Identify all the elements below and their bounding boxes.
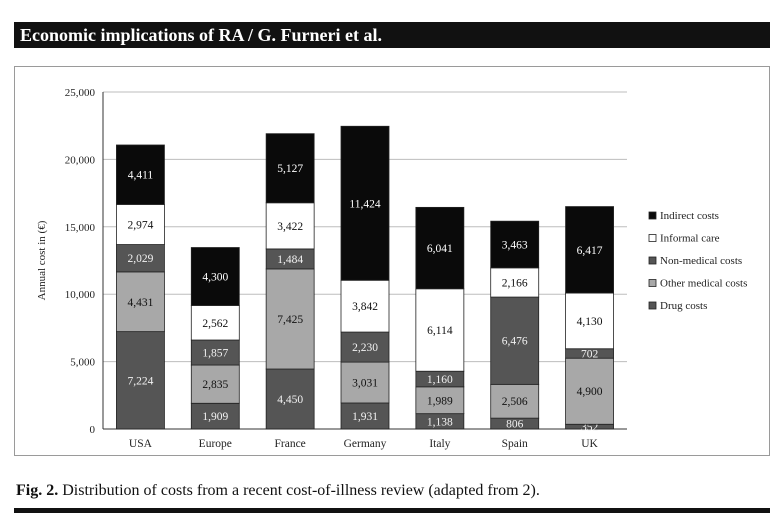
data-label: 3,463 (502, 240, 528, 252)
data-label: 1,484 (277, 254, 303, 266)
bar-segment-indirect (415, 206, 465, 290)
page-title: Economic implications of RA / G. Furneri… (20, 25, 382, 45)
data-label: 3,031 (352, 378, 378, 390)
y-tick-label: 15,000 (65, 222, 96, 234)
bar-segment-other_medical (190, 364, 240, 404)
bar-segment-informal (116, 204, 165, 245)
bar-segment-indirect (340, 125, 390, 281)
stacked-bar-chart: 0 5,000 10,000 15,000 20,000 25,000 Annual cos… (36, 87, 747, 450)
data-label: 2,029 (127, 253, 153, 265)
bar-segment-informal (415, 288, 465, 372)
header-bar: Economic implications of RA / G. Furneri… (14, 22, 770, 48)
data-label: 4,431 (127, 297, 153, 309)
caption-text: Distribution of costs from a recent cost… (58, 482, 540, 499)
data-label: 1,989 (427, 395, 453, 407)
data-label: 806 (506, 419, 524, 431)
data-label: 7,425 (277, 314, 303, 326)
y-axis-label: Annual cost in (€) (36, 220, 48, 300)
legend-swatch-other_medical (648, 279, 657, 287)
x-tick-label: Italy (429, 438, 450, 450)
bar-segment-non_medical (340, 331, 390, 363)
data-label: 1,909 (202, 411, 228, 423)
bar-segment-other_medical (490, 383, 540, 419)
legend-label: Non-medical costs (660, 255, 742, 267)
bar-segment-other_medical (565, 357, 614, 425)
x-tick-label: UK (581, 438, 598, 450)
bar-segment-informal (490, 267, 540, 298)
data-label: 4,900 (577, 386, 603, 398)
legend-swatch-informal (648, 234, 657, 242)
data-label: 6,476 (502, 336, 528, 348)
data-label: 1,138 (427, 416, 453, 428)
x-tick-label: France (274, 438, 305, 450)
y-tick-label: 20,000 (65, 154, 96, 166)
data-label: 2,835 (202, 379, 228, 391)
bar-segment-informal (190, 305, 240, 341)
bar-segment-non_medical (490, 296, 540, 385)
bottom-rule (14, 508, 770, 513)
y-tick-label: 10,000 (65, 289, 96, 301)
y-tick-label: 25,000 (65, 87, 96, 99)
data-label: 4,300 (202, 272, 228, 284)
bar-segment-non_medical (190, 339, 240, 366)
data-label: 3,422 (277, 221, 303, 233)
data-label: 4,130 (577, 316, 603, 328)
bar-segment-other_medical (415, 386, 465, 415)
legend-label: Informal care (660, 233, 720, 245)
data-label: 4,411 (128, 170, 154, 182)
legend-swatch-non_medical (648, 256, 657, 265)
data-label: 2,974 (127, 219, 153, 231)
bar-segment-informal (265, 202, 315, 250)
legend-label: Other medical costs (660, 278, 747, 290)
legend-swatch-drug (648, 301, 657, 310)
data-label: 11,424 (349, 198, 380, 210)
y-tick-label: 0 (90, 424, 96, 436)
bar-segment-indirect (565, 206, 614, 294)
bar-segment-indirect (265, 133, 315, 204)
data-label: 4,450 (277, 394, 303, 406)
data-label: 2,562 (202, 318, 228, 330)
data-label: 1,931 (352, 411, 378, 423)
bar-segment-other_medical (265, 268, 315, 370)
bar-segment-non_medical (116, 244, 165, 273)
bar-segment-other_medical (340, 361, 390, 404)
data-label: 2,230 (352, 342, 378, 354)
bar-segment-indirect (116, 144, 165, 205)
data-label: 6,114 (427, 325, 453, 337)
bar-segment-drug (190, 402, 240, 430)
data-label: 1,857 (202, 348, 228, 360)
data-label: 7,224 (127, 375, 153, 387)
data-label: 5,127 (277, 163, 303, 175)
x-tick-label: Spain (502, 438, 528, 450)
x-tick-label: Germany (344, 438, 387, 450)
bar-segment-indirect (490, 220, 540, 269)
legend-label: Indirect costs (660, 210, 719, 222)
legend-swatch-indirect (648, 211, 657, 220)
bar-segment-drug (116, 331, 165, 430)
data-label: 2,506 (502, 396, 528, 408)
chart-frame: 0 5,000 10,000 15,000 20,000 25,000 Annual cos… (14, 66, 770, 456)
data-label: 2,166 (502, 277, 528, 289)
y-tick-label: 5,000 (70, 357, 95, 369)
data-label: 6,417 (577, 245, 603, 257)
caption-label: Fig. 2. (16, 482, 59, 499)
bar-segment-indirect (190, 247, 240, 306)
x-tick-label: USA (129, 438, 153, 450)
legend-label: Drug costs (660, 300, 707, 312)
data-label: 1,160 (427, 374, 453, 386)
figure-caption: Fig. 2. Distribution of costs from a rec… (16, 482, 540, 500)
bar-segment-other_medical (116, 271, 165, 333)
x-tick-label: Europe (199, 438, 232, 450)
data-label: 702 (581, 348, 599, 360)
data-label: 6,041 (427, 243, 453, 255)
data-label: 3,842 (352, 301, 378, 313)
bar-segment-drug (265, 368, 315, 430)
